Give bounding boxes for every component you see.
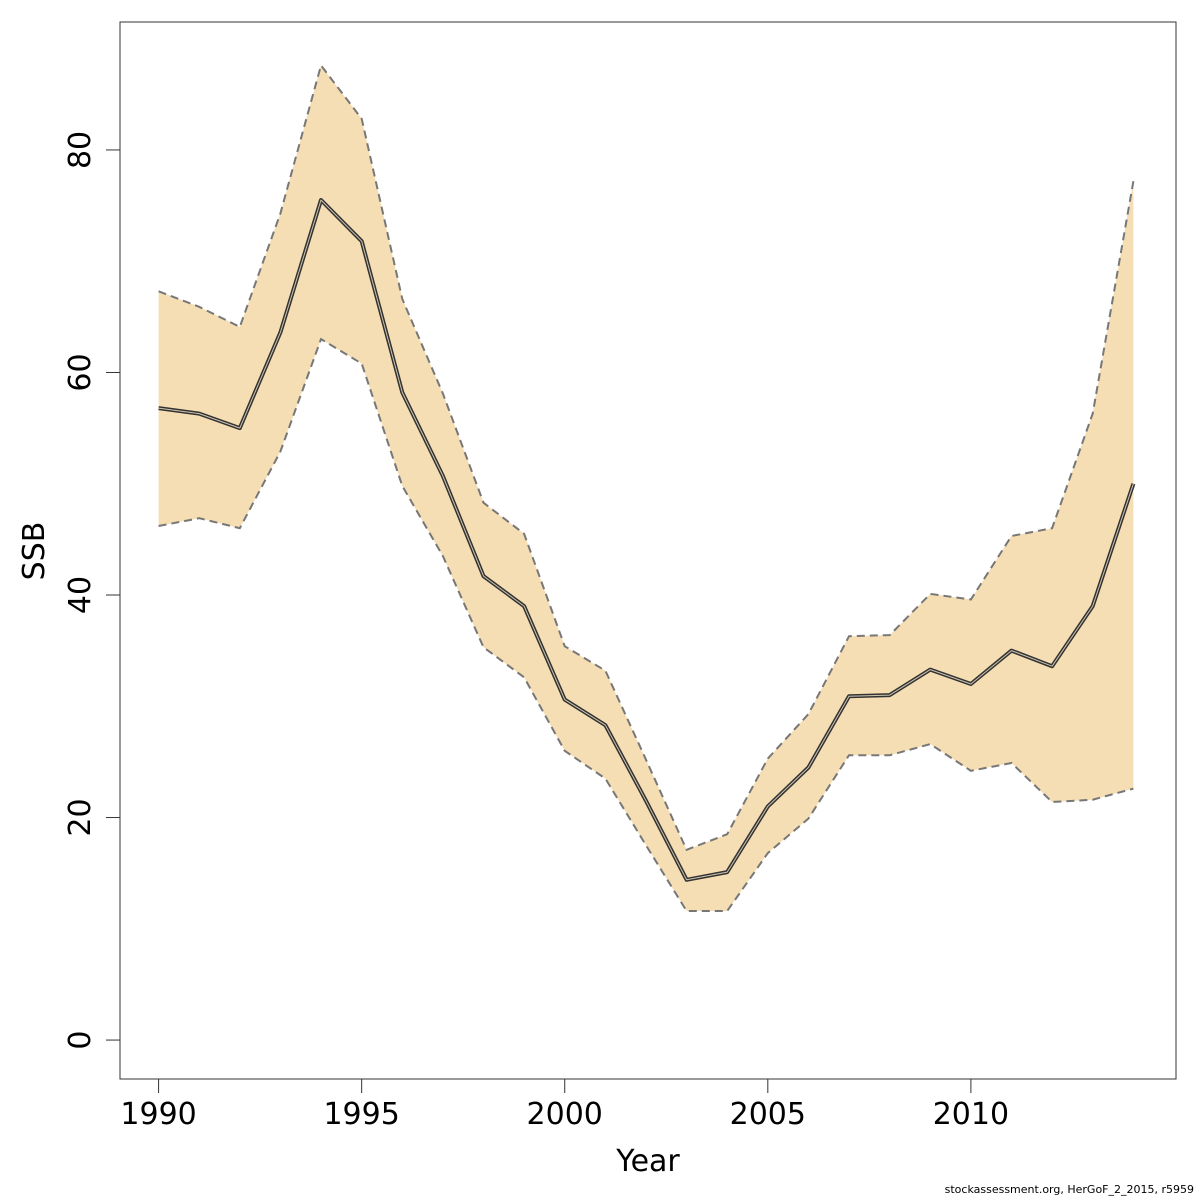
lower-bound-line — [158, 337, 1134, 912]
series-line-layer — [158, 63, 1136, 912]
x-axis: 1990 1995 2000 2005 2010 — [120, 1078, 1009, 1132]
y-axis: 0 20 40 60 80 — [63, 131, 121, 1050]
x-axis-title: Year — [615, 1144, 680, 1179]
y-axis-title: SSB — [17, 522, 52, 581]
x-tick-label: 2005 — [730, 1097, 806, 1132]
x-tick-label: 2000 — [527, 1097, 603, 1132]
x-tick-label: 2010 — [933, 1097, 1009, 1132]
y-tick-label: 20 — [63, 798, 98, 836]
estimate-line-highlight — [158, 199, 1134, 881]
y-tick-label: 0 — [63, 1031, 98, 1050]
x-tick-label: 1990 — [120, 1097, 196, 1132]
y-tick-label: 60 — [63, 353, 98, 391]
y-tick-label: 80 — [63, 131, 98, 169]
y-tick-label: 40 — [63, 576, 98, 614]
x-tick-label: 1995 — [323, 1097, 399, 1132]
upper-bound-line — [158, 63, 1135, 852]
footer-note: stockassessment.org, HerGoF_2_2015, r595… — [944, 1183, 1194, 1196]
confidence-band — [158, 65, 1134, 911]
confidence-band-layer — [158, 65, 1134, 911]
